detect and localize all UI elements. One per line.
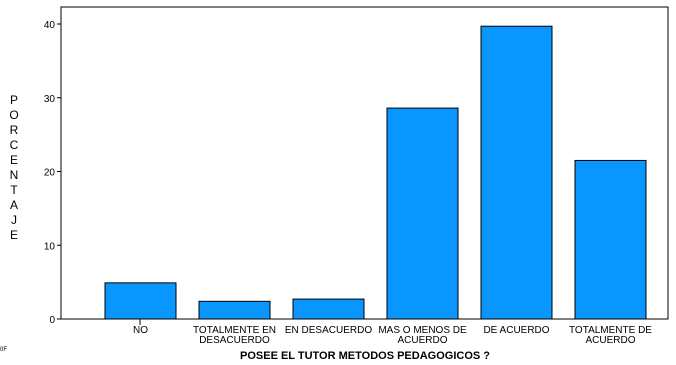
x-tick-label-1-1: DESACUERDO xyxy=(199,335,270,346)
bar-3 xyxy=(386,107,459,320)
x-tick-label-5-0: TOTALMENTE DE xyxy=(569,325,652,336)
bar-0 xyxy=(104,282,177,320)
bar-4 xyxy=(480,25,553,320)
y-tick-label-3: 30 xyxy=(44,94,56,105)
y-label-letter-8: J xyxy=(11,213,17,227)
y-axis: 0 10 20 30 40 xyxy=(44,20,61,326)
y-label-letter-1: O xyxy=(9,108,18,122)
y-label-letter-2: R xyxy=(10,123,19,137)
corner-mark: 0F xyxy=(0,347,7,353)
x-tick-label-0-0: NO xyxy=(133,325,148,336)
x-axis-title: POSEE EL TUTOR METODOS PEDAGOGICOS ? xyxy=(240,350,490,362)
bar-1 xyxy=(198,300,271,320)
y-label-letter-6: T xyxy=(10,183,18,197)
bar-5 xyxy=(574,159,647,320)
y-tick-label-1: 10 xyxy=(44,241,56,252)
y-label-letter-9: E xyxy=(10,228,18,242)
x-tick-label-1-0: TOTALMENTE EN xyxy=(193,325,276,336)
y-label-letter-0: P xyxy=(10,93,18,107)
y-label-letter-5: N xyxy=(10,168,19,182)
x-tick-label-5-1: ACUERDO xyxy=(585,335,635,346)
y-tick-label-0: 0 xyxy=(49,315,55,326)
y-tick-label-2: 20 xyxy=(44,168,56,179)
x-tick-label-3-0: MAS O MENOS DE xyxy=(378,325,467,336)
bar-2 xyxy=(292,298,365,320)
x-tick-label-4-0: DE ACUERDO xyxy=(483,325,549,336)
y-label-letter-3: C xyxy=(10,138,19,152)
bars xyxy=(104,25,647,320)
y-label-letter-7: A xyxy=(10,198,18,212)
y-label-letter-4: E xyxy=(10,153,18,167)
y-tick-label-4: 40 xyxy=(44,20,56,31)
x-tick-label-2-0: EN DESACUERDO xyxy=(285,325,372,336)
x-tick-label-3-1: ACUERDO xyxy=(397,335,447,346)
